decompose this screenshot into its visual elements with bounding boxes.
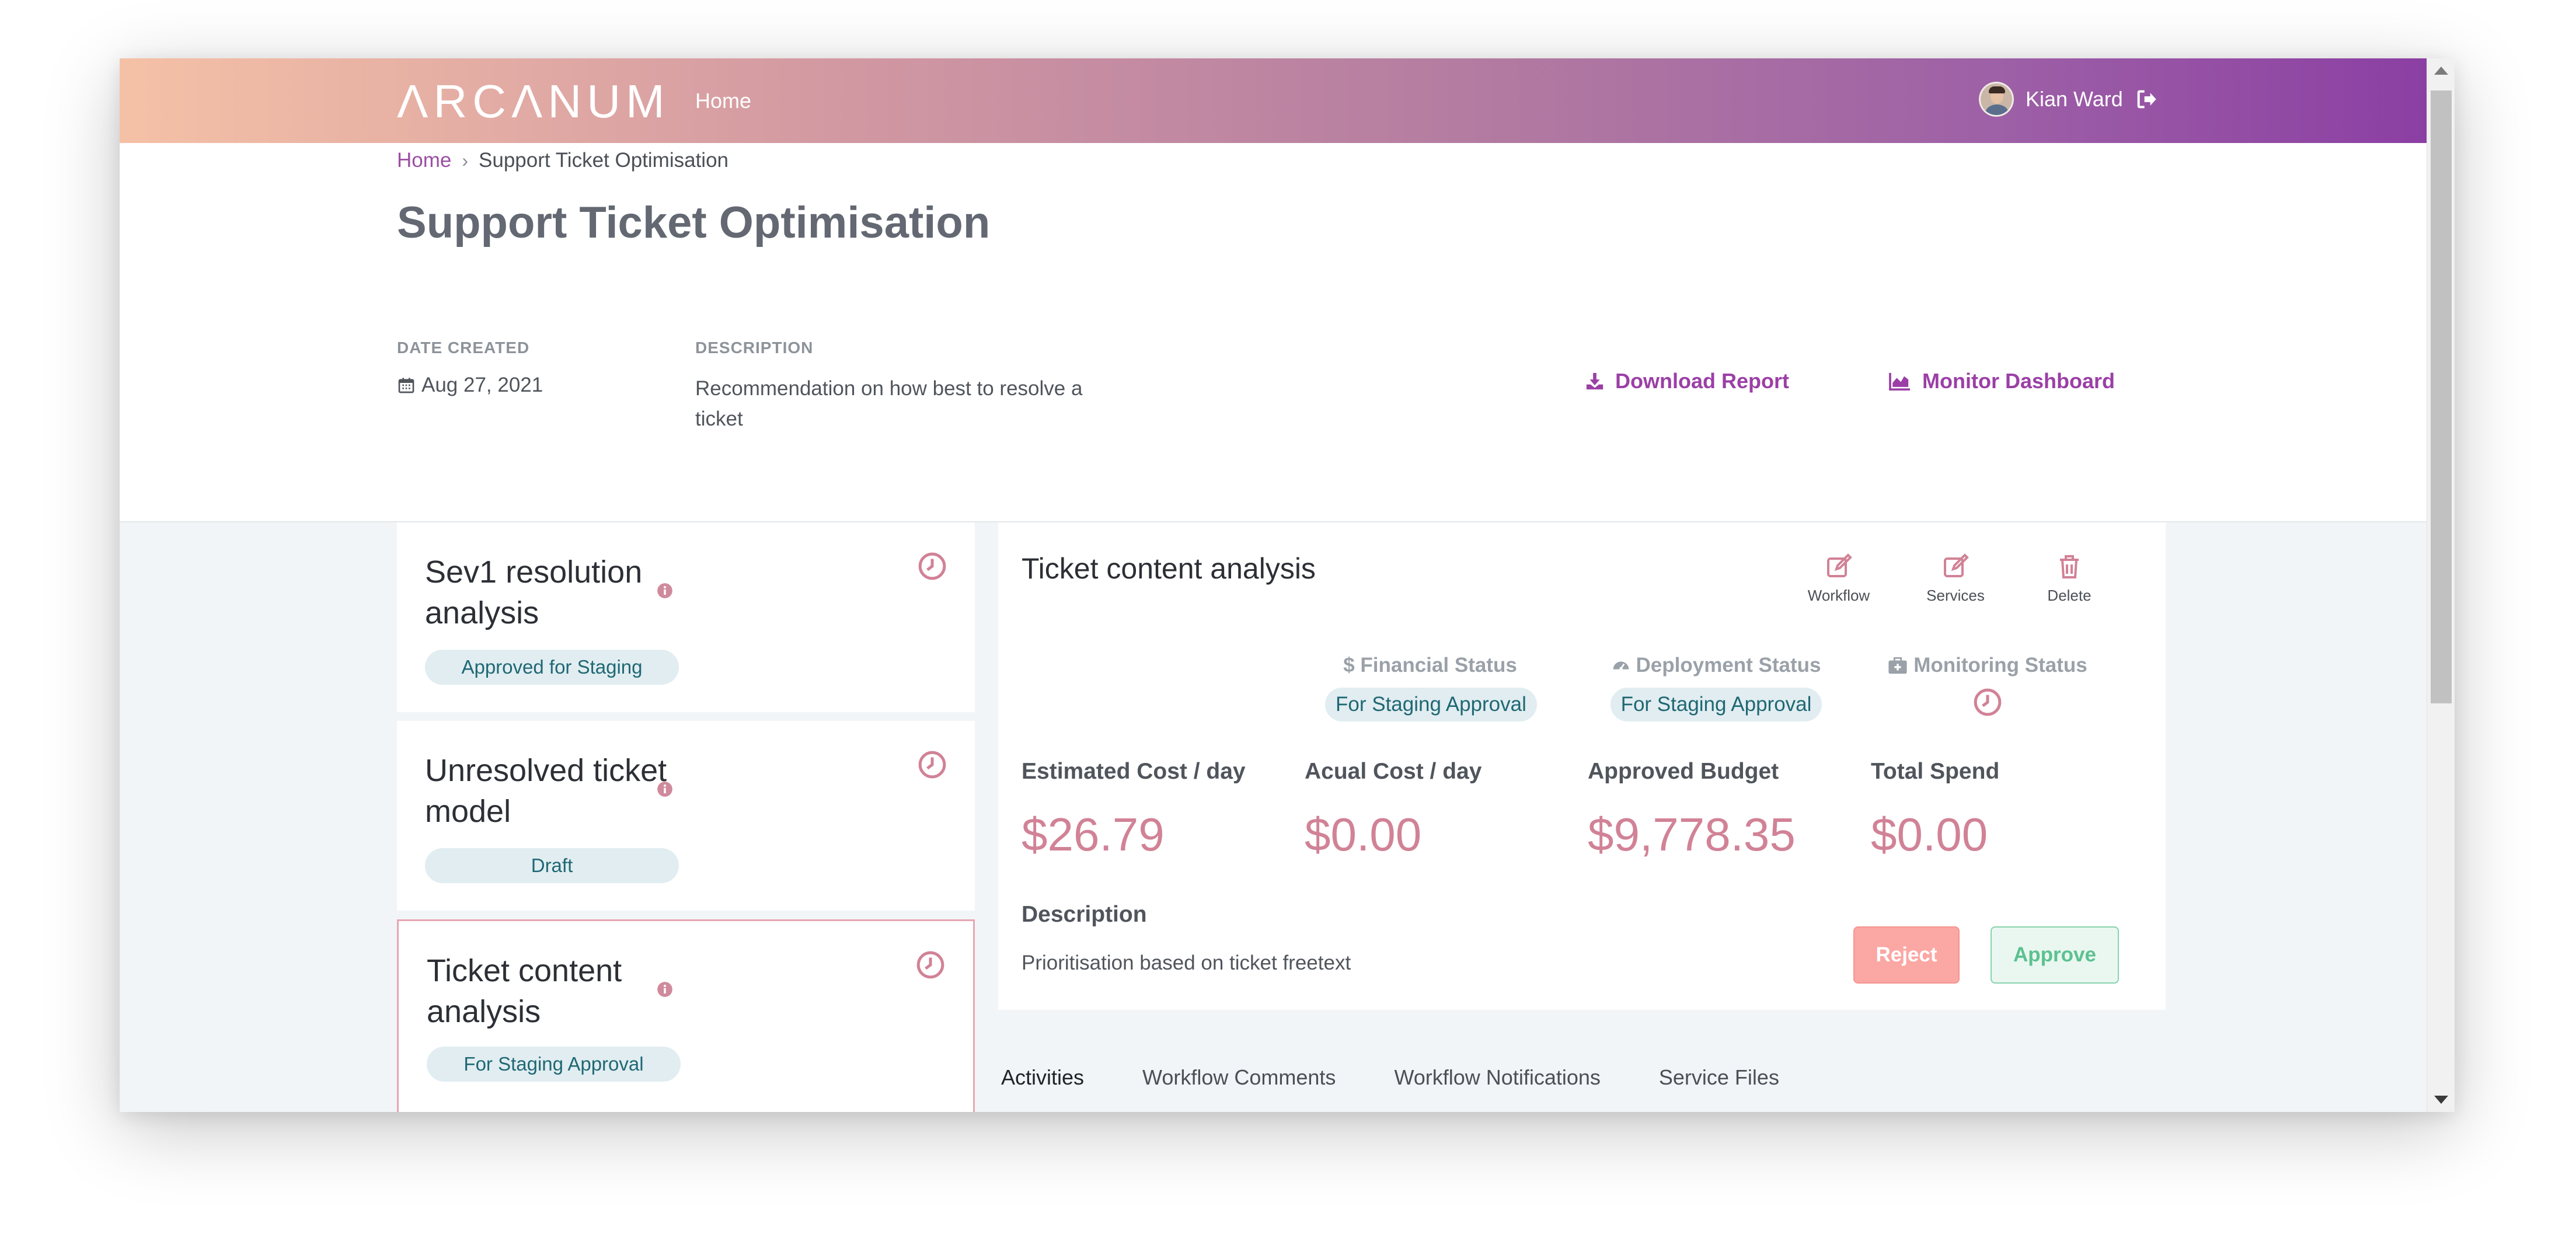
detail-title: Ticket content analysis xyxy=(1022,552,1316,585)
download-report-label[interactable]: Download Report xyxy=(1615,369,1789,393)
top-navbar: ΛRCΛNUM Home Kian Ward xyxy=(120,58,2427,143)
avatar[interactable] xyxy=(1979,82,2014,117)
detail-description-heading: Description xyxy=(1022,902,1147,927)
nav-home-link[interactable]: Home xyxy=(695,89,752,113)
app-logo[interactable]: ΛRCΛNUM xyxy=(397,75,670,127)
edit-icon xyxy=(1827,553,1852,577)
deployment-status-label: Deployment Status xyxy=(1636,654,1821,677)
info-icon[interactable] xyxy=(657,583,673,599)
info-icon[interactable] xyxy=(657,781,673,797)
estimated-cost-value: $26.79 xyxy=(1022,808,1165,860)
breadcrumb-home-link[interactable]: Home xyxy=(397,149,452,172)
services-button[interactable]: Services xyxy=(1912,553,1999,605)
dashboard-gauge-icon xyxy=(1613,661,1629,670)
approved-budget: Approved Budget $9,778.35 xyxy=(1588,759,1796,862)
tab-activities[interactable]: Activities xyxy=(1001,1065,1085,1089)
estimated-cost: Estimated Cost / day $26.79 xyxy=(1022,759,1246,862)
model-card-sev1[interactable]: Sev1 resolution analysis Approved for St… xyxy=(397,522,975,712)
breadcrumb-current: Support Ticket Optimisation xyxy=(479,149,728,172)
download-report-link[interactable]: Download Report xyxy=(1585,369,1789,393)
approve-button[interactable]: Approve xyxy=(1991,926,2119,984)
clock-icon[interactable] xyxy=(918,552,947,581)
workflow-label[interactable]: Workflow xyxy=(1807,587,1870,604)
page-title: Support Ticket Optimisation xyxy=(397,198,991,247)
delete-button[interactable]: Delete xyxy=(2026,553,2113,605)
financial-status-label: $ Financial Status xyxy=(1343,654,1517,677)
deployment-status: Deployment Status For Staging Approval xyxy=(1599,654,1833,721)
description-value: Recommendation on how best to resolve a … xyxy=(695,377,1083,430)
date-created-text: Aug 27, 2021 xyxy=(421,374,543,396)
approved-budget-label: Approved Budget xyxy=(1588,759,1779,784)
project-header xyxy=(120,143,2427,522)
estimated-cost-label: Estimated Cost / day xyxy=(1022,759,1246,784)
model-card-title[interactable]: Unresolved ticket model xyxy=(425,753,667,829)
model-card-ticket-content[interactable]: Ticket content analysis For Staging Appr… xyxy=(397,919,975,1112)
approved-budget-value: $9,778.35 xyxy=(1588,808,1796,860)
date-created-value: Aug 27, 2021 xyxy=(397,374,543,397)
scroll-up-arrow-icon[interactable] xyxy=(2434,67,2448,75)
breadcrumb: Home › Support Ticket Optimisation xyxy=(397,149,728,172)
logout-icon[interactable] xyxy=(2135,88,2158,111)
total-spend-label: Total Spend xyxy=(1871,759,2000,784)
scroll-down-arrow-icon[interactable] xyxy=(2434,1096,2448,1104)
deployment-status-badge: For Staging Approval xyxy=(1610,688,1822,721)
breadcrumb-separator: › xyxy=(462,149,469,171)
page-viewport: ΛRCΛNUM Home Kian Ward Home › Support Ti… xyxy=(120,58,2427,1112)
user-name[interactable]: Kian Ward xyxy=(2026,87,2123,111)
calendar-icon xyxy=(398,378,414,393)
tab-workflow-notifications[interactable]: Workflow Notifications xyxy=(1394,1065,1601,1089)
monitor-dashboard-link[interactable]: Monitor Dashboard xyxy=(1888,369,2115,393)
area-chart-icon xyxy=(1889,372,1910,391)
model-card-unresolved[interactable]: Unresolved ticket model Draft xyxy=(397,721,975,911)
workflow-button[interactable]: Workflow xyxy=(1795,553,1883,605)
scrollbar-thumb[interactable] xyxy=(2431,90,2452,703)
download-icon xyxy=(1586,372,1604,390)
financial-status: $ Financial Status For Staging Approval xyxy=(1325,654,1537,721)
date-created-label: DATE CREATED xyxy=(397,339,530,357)
financial-status-badge: For Staging Approval xyxy=(1325,688,1537,721)
status-badge: Approved for Staging xyxy=(425,650,679,685)
monitor-dashboard-label[interactable]: Monitor Dashboard xyxy=(1922,369,2115,393)
clock-icon[interactable] xyxy=(916,950,945,979)
total-spend-value: $0.00 xyxy=(1871,808,1988,860)
info-icon[interactable] xyxy=(657,981,673,998)
edit-icon xyxy=(1944,553,1969,577)
browser-window: ΛRCΛNUM Home Kian Ward Home › Support Ti… xyxy=(120,58,2455,1112)
actual-cost: Acual Cost / day $0.00 xyxy=(1305,759,1482,862)
tab-workflow-comments[interactable]: Workflow Comments xyxy=(1142,1065,1336,1089)
actual-cost-value: $0.00 xyxy=(1305,808,1422,860)
total-spend: Total Spend $0.00 xyxy=(1871,759,1999,862)
services-label[interactable]: Services xyxy=(1926,587,1985,604)
detail-description-text: Prioritisation based on ticket freetext xyxy=(1022,951,1351,974)
status-badge: For Staging Approval xyxy=(427,1047,681,1082)
monitoring-status: Monitoring Status xyxy=(1868,654,2107,717)
status-badge: Draft xyxy=(425,848,679,883)
model-detail-panel: Ticket content analysis Workflow Service… xyxy=(998,522,2166,1010)
delete-label[interactable]: Delete xyxy=(2047,587,2092,604)
trash-icon xyxy=(2060,555,2079,578)
description-label: DESCRIPTION xyxy=(695,339,814,357)
user-menu[interactable]: Kian Ward xyxy=(1979,82,2158,117)
vertical-scrollbar[interactable] xyxy=(2427,58,2455,1112)
model-card-title[interactable]: Sev1 resolution analysis xyxy=(425,555,643,630)
monitoring-status-label: Monitoring Status xyxy=(1913,654,2087,677)
actual-cost-label: Acual Cost / day xyxy=(1305,759,1482,784)
reject-button[interactable]: Reject xyxy=(1853,926,1960,984)
clock-icon xyxy=(1974,688,2002,716)
medkit-icon xyxy=(1888,657,1907,674)
clock-icon[interactable] xyxy=(918,750,947,779)
detail-tabs: Activities Workflow Comments Workflow No… xyxy=(1001,1065,1779,1090)
model-card-title[interactable]: Ticket content analysis xyxy=(427,953,622,1029)
tab-service-files[interactable]: Service Files xyxy=(1658,1065,1779,1089)
